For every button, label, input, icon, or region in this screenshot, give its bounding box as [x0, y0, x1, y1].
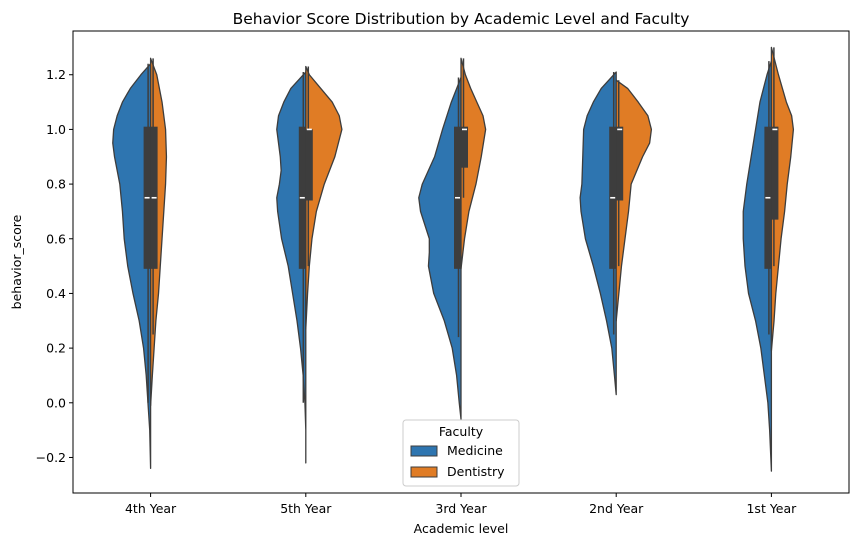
y-tick-label: 1.2	[46, 67, 66, 82]
legend-label-dentistry: Dentistry	[447, 464, 505, 479]
y-tick-label: 0.4	[46, 286, 66, 301]
y-axis-label: behavior_score	[9, 214, 24, 309]
x-tick-label: 2nd Year	[589, 501, 644, 516]
legend-swatch-medicine	[410, 445, 438, 457]
legend-swatch-dentistry	[410, 466, 438, 478]
iqr-box-dentistry-1st-year	[771, 126, 779, 220]
violin-dentistry-3rd-year	[460, 57, 487, 270]
x-tick-label: 4th Year	[125, 501, 177, 516]
y-tick-label: 0.0	[46, 395, 66, 410]
plot-area	[112, 46, 795, 472]
y-tick-label: 0.2	[46, 341, 66, 356]
violin-medicine-3rd-year	[418, 76, 462, 420]
y-tick-label: 0.8	[46, 177, 66, 192]
y-axis: −0.2 0.0 0.2 0.4 0.6 0.8 1.0 1.2	[36, 67, 73, 465]
y-tick-label: −0.2	[36, 450, 66, 465]
y-tick-label: 0.6	[46, 231, 66, 246]
x-tick-label: 5th Year	[280, 501, 332, 516]
violin-medicine-1st-year	[742, 60, 773, 472]
x-tick-label: 3rd Year	[435, 501, 487, 516]
violin-medicine-4th-year	[112, 63, 152, 470]
iqr-box-dentistry-3rd-year	[461, 126, 468, 168]
chart-title: Behavior Score Distribution by Academic …	[233, 10, 690, 28]
iqr-box-dentistry-5th-year	[305, 129, 313, 201]
y-tick-label: 1.0	[46, 122, 66, 137]
x-axis: 4th Year 5th Year 3rd Year 2nd Year 1st Year	[125, 493, 797, 516]
x-axis-label: Academic level	[414, 521, 509, 536]
legend-label-medicine: Medicine	[447, 443, 503, 458]
legend: Faculty Medicine Dentistry	[402, 419, 520, 487]
violin-medicine-2nd-year	[579, 71, 617, 396]
iqr-box-dentistry-2nd-year	[616, 126, 624, 201]
x-tick-label: 1st Year	[746, 501, 797, 516]
violin-dentistry-1st-year	[770, 46, 795, 352]
violin-dentistry-2nd-year	[615, 79, 653, 322]
legend-title: Faculty	[439, 424, 484, 439]
